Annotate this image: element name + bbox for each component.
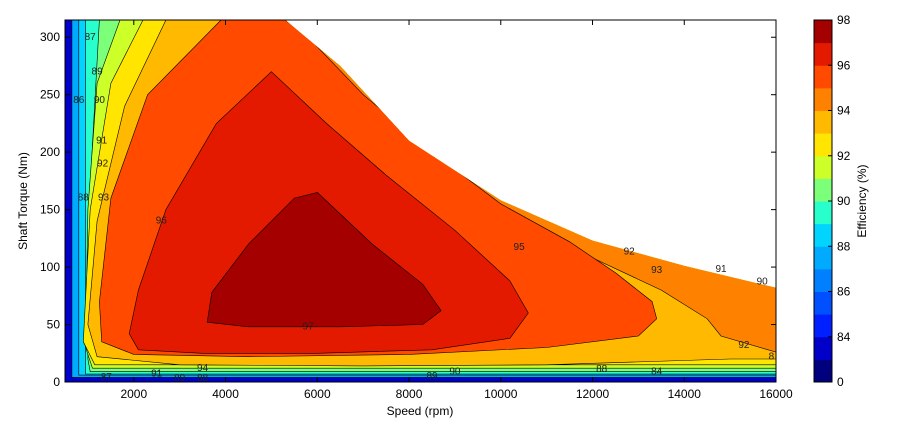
contour-label: 91 — [715, 264, 727, 275]
plot-frame — [64, 19, 777, 383]
x-tick-label: 14000 — [668, 387, 702, 401]
contour-label: 90 — [449, 366, 461, 377]
y-tick-label: 300 — [40, 30, 60, 44]
contour-label: 93 — [98, 193, 110, 204]
y-tick-label: 0 — [53, 375, 60, 389]
contour-region-97 — [206, 192, 442, 328]
x-tick-label: 2000 — [120, 387, 147, 401]
colorbar-segment — [814, 110, 832, 134]
contour-label: 97 — [303, 321, 315, 332]
y-tick-label: 100 — [40, 260, 60, 274]
colorbar-segment — [814, 178, 832, 202]
contour-label: 87 — [85, 32, 97, 43]
contour-label: 91 — [96, 135, 108, 146]
contour-label: 92 — [738, 340, 750, 351]
x-tick-label: 6000 — [304, 387, 331, 401]
plot-area: 87 89 90 91 92 93 88 86 96 95 92 93 91 90 92 97 94 91 89 87… — [64, 19, 777, 384]
y-tick-label: 250 — [40, 88, 60, 102]
colorbar-segment — [814, 359, 832, 383]
y-tick-label: 50 — [47, 318, 61, 332]
colorbar-segment — [814, 20, 832, 44]
colorbar-segment — [814, 246, 832, 270]
contour-label: 96 — [156, 216, 168, 227]
contour-label: 92 — [624, 247, 636, 258]
contour-labels: 87 89 90 91 92 93 88 86 96 95 92 93 91 90 92 97 94 91 89 87… — [73, 32, 775, 384]
contour-label: 94 — [197, 363, 209, 374]
contour-label: 95 — [514, 242, 526, 253]
colorbar-tick-label: 90 — [837, 194, 851, 208]
colorbar-tick-label: 96 — [837, 58, 851, 72]
contour-label: 89 — [174, 373, 186, 384]
colorbar-segment — [814, 291, 832, 315]
contour-label: 88 — [596, 364, 608, 375]
x-tick-label: 16000 — [759, 387, 793, 401]
colorbar-segment — [814, 336, 832, 360]
contour-label: 89 — [92, 66, 104, 77]
contour-label: 92 — [97, 158, 109, 169]
y-axis-label: Shaft Torque (Nm) — [16, 152, 30, 250]
colorbar-segment — [814, 87, 832, 112]
contour-label: 88 — [197, 373, 209, 384]
colorbar-segment — [814, 201, 832, 225]
contour-label: 86 — [73, 95, 85, 106]
x-tick-label: 8000 — [396, 387, 423, 401]
x-tick-label: 4000 — [212, 387, 239, 401]
colorbar-segment — [814, 133, 832, 157]
contour-label: 88 — [78, 193, 90, 204]
contour-label: 90 — [94, 95, 106, 106]
colorbar-tick-label: 86 — [837, 285, 851, 299]
y-tick-label: 150 — [40, 203, 60, 217]
colorbar-label: Efficiency (%) — [855, 164, 869, 237]
contour-label: 91 — [151, 369, 163, 380]
contour-label: 90 — [757, 277, 769, 288]
x-axis-label: Speed (rpm) — [387, 404, 454, 418]
contour-label: 8 — [769, 351, 775, 362]
colorbar-tick-label: 0 — [837, 375, 844, 389]
x-axis: 2000 4000 6000 8000 10000 12000 14000 16000 — [120, 20, 793, 401]
x-tick-label: 10000 — [484, 387, 518, 401]
colorbar-tick-label: 98 — [837, 13, 851, 27]
colorbar: 0 84 86 88 90 92 94 96 98 — [813, 13, 851, 389]
colorbar-segment — [814, 155, 832, 179]
y-tick-label: 200 — [40, 145, 60, 159]
colorbar-segment — [814, 42, 832, 66]
colorbar-tick-label: 84 — [837, 330, 851, 344]
colorbar-tick-label: 92 — [837, 149, 851, 163]
colorbar-segment — [814, 223, 832, 247]
y-axis: 0 50 100 150 200 250 300 — [40, 30, 776, 389]
contour-label: 84 — [651, 366, 663, 377]
colorbar-tick-label: 94 — [837, 104, 851, 118]
contour-label: 89 — [426, 371, 438, 382]
contour-label: 93 — [651, 265, 663, 276]
colorbar-segment — [814, 314, 832, 338]
colorbar-tick-label: 88 — [837, 239, 851, 253]
colorbar-segment — [814, 268, 832, 293]
colorbar-segment — [814, 65, 832, 89]
x-tick-label: 12000 — [576, 387, 610, 401]
contour-label: 87 — [101, 372, 113, 383]
